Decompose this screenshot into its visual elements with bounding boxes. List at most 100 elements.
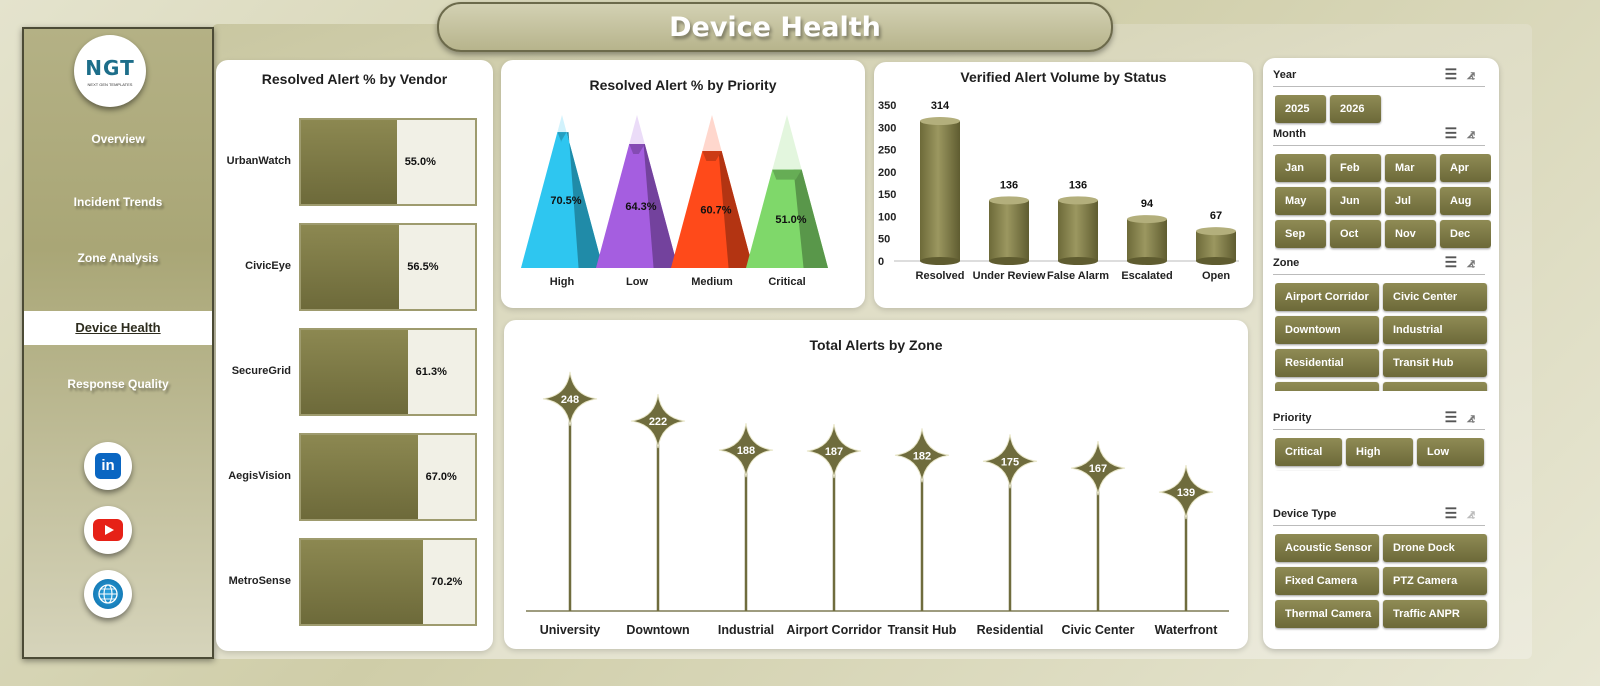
website-button[interactable] <box>84 570 132 618</box>
status-y-tick: 100 <box>878 211 896 223</box>
zone-chart-title: Total Alerts by Zone <box>809 337 943 353</box>
status-bar-false-alarm[interactable] <box>1058 196 1098 265</box>
multi-select-icon[interactable]: ☰ <box>1444 125 1468 141</box>
zone-axis-label: Residential <box>977 623 1044 637</box>
zone-value-label: 187 <box>825 446 843 458</box>
slicer-button-mar[interactable]: Mar <box>1385 154 1436 182</box>
clear-filter-icon[interactable]: ⦨ <box>1467 505 1485 521</box>
sidebar-item-response-quality[interactable]: Response Quality <box>67 377 169 391</box>
vendor-bar-civiceye[interactable] <box>301 225 400 309</box>
clear-filter-icon[interactable]: ⦨ <box>1467 254 1485 270</box>
zone-lollipop-waterfront[interactable] <box>1158 465 1214 611</box>
slicer-button-residential[interactable]: Residential <box>1275 349 1379 377</box>
vendor-label-urbanwatch: UrbanWatch <box>226 155 291 167</box>
slicer-button-low[interactable]: Low <box>1417 438 1484 466</box>
zone-value-label: 222 <box>649 416 667 428</box>
slicer-items-zone: Airport Corridor Civic Center Downtown Indu… <box>1275 283 1491 391</box>
slicer-panel: Year ☰⦨ 2025 2026 Month ☰⦨ Jan Feb Mar Apr May Jun J… <box>1263 58 1499 649</box>
slicer-button-apr[interactable]: Apr <box>1440 154 1491 182</box>
zone-lollipop-airport-corridor[interactable] <box>806 423 862 611</box>
multi-select-icon[interactable]: ☰ <box>1444 409 1468 425</box>
slicer-button-jul[interactable]: Jul <box>1385 187 1436 215</box>
multi-select-icon[interactable]: ☰ <box>1444 66 1468 82</box>
slicer-button-critical[interactable]: Critical <box>1275 438 1342 466</box>
slicer-button-jun[interactable]: Jun <box>1330 187 1381 215</box>
logo[interactable]: NGT NEXT GEN TEMPLATES <box>74 35 146 107</box>
status-bar-escalated[interactable] <box>1127 215 1167 265</box>
slicer-button-civic-center[interactable]: Civic Center <box>1383 283 1487 311</box>
zone-value-label: 188 <box>737 445 755 457</box>
vendor-bar-track: 70.2% <box>299 538 477 626</box>
vendor-bar-urbanwatch[interactable] <box>301 120 397 204</box>
sidebar-item-zone-analysis[interactable]: Zone Analysis <box>77 251 159 265</box>
zone-axis-label: Civic Center <box>1062 623 1135 637</box>
slicer-button-traffic-anpr[interactable]: Traffic ANPR <box>1383 600 1487 628</box>
sidebar-item-incident-trends[interactable]: Incident Trends <box>73 195 163 209</box>
slicer-button-industrial[interactable]: Industrial <box>1383 316 1487 344</box>
priority-pyramid-low[interactable] <box>596 115 678 268</box>
slicer-button-ptz-camera[interactable]: PTZ Camera <box>1383 567 1487 595</box>
zone-axis-label: Waterfront <box>1155 623 1219 637</box>
vendor-value-label: 67.0% <box>425 471 457 483</box>
zone-value-label: 167 <box>1089 463 1107 475</box>
sidebar-item-overview[interactable]: Overview <box>91 132 145 146</box>
status-y-tick: 200 <box>878 167 896 179</box>
multi-select-icon[interactable]: ☰ <box>1444 505 1468 521</box>
zone-lollipop-industrial[interactable] <box>718 423 774 611</box>
zone-value-label: 139 <box>1177 487 1195 499</box>
clear-filter-icon[interactable]: ⦨ <box>1467 409 1485 425</box>
priority-axis-label: Medium <box>691 276 733 288</box>
slicer-button-feb[interactable]: Feb <box>1330 154 1381 182</box>
status-axis-label: Escalated <box>1121 270 1172 282</box>
slicer-title: Year <box>1273 69 1297 81</box>
multi-select-icon[interactable]: ☰ <box>1444 254 1468 270</box>
priority-value-label: 64.3% <box>625 201 656 213</box>
slicer-button-high[interactable]: High <box>1346 438 1413 466</box>
slicer-button-thermal-camera[interactable]: Thermal Camera <box>1275 600 1379 628</box>
slicer-button-transit-hub[interactable]: Transit Hub <box>1383 349 1487 377</box>
slicer-title: Month <box>1273 128 1306 140</box>
slicer-button-university[interactable]: University <box>1275 382 1379 391</box>
status-value-label: 67 <box>1210 210 1222 222</box>
slicer-button-fixed-camera[interactable]: Fixed Camera <box>1275 567 1379 595</box>
slicer-button-acoustic-sensor[interactable]: Acoustic Sensor <box>1275 534 1379 562</box>
slicer-button-waterfront[interactable]: Waterfront <box>1383 382 1487 391</box>
slicer-title: Device Type <box>1273 508 1337 520</box>
slicer-button-2026[interactable]: 2026 <box>1330 95 1381 123</box>
status-bar-resolved[interactable] <box>920 117 960 265</box>
slicer-button-may[interactable]: May <box>1275 187 1326 215</box>
zone-axis-label: Downtown <box>626 623 689 637</box>
slicer-button-oct[interactable]: Oct <box>1330 220 1381 248</box>
slicer-button-dec[interactable]: Dec <box>1440 220 1491 248</box>
status-bar-under-review[interactable] <box>989 196 1029 265</box>
slicer-button-airport-corridor[interactable]: Airport Corridor <box>1275 283 1379 311</box>
zone-chart-plot: 248 University 222 Downtown 188 Industrial 187… <box>526 371 1229 637</box>
zone-lollipop-university[interactable] <box>542 371 598 611</box>
status-y-tick: 250 <box>878 145 896 157</box>
youtube-button[interactable] <box>84 506 132 554</box>
slicer-button-sep[interactable]: Sep <box>1275 220 1326 248</box>
slicer-button-2025[interactable]: 2025 <box>1275 95 1326 123</box>
status-bar-open[interactable] <box>1196 227 1236 265</box>
zone-lollipop-transit-hub[interactable] <box>894 428 950 611</box>
vendor-bar-metrosense[interactable] <box>301 540 424 624</box>
zone-lollipop-downtown[interactable] <box>630 394 686 611</box>
zone-lollipop-residential[interactable] <box>982 434 1038 611</box>
status-chart-card: Verified Alert Volume by Status 0 50 100 15… <box>874 62 1253 308</box>
clear-filter-icon[interactable]: ⦨ <box>1467 66 1485 82</box>
linkedin-button[interactable]: in <box>84 442 132 490</box>
slicer-button-aug[interactable]: Aug <box>1440 187 1491 215</box>
zone-lollipop-civic-center[interactable] <box>1070 441 1126 611</box>
priority-axis-label: Low <box>626 276 648 288</box>
priority-pyramid-medium[interactable] <box>671 115 753 268</box>
priority-pyramid-critical[interactable] <box>746 115 828 268</box>
slicer-button-jan[interactable]: Jan <box>1275 154 1326 182</box>
sidebar-item-device-health[interactable]: Device Health <box>24 311 212 345</box>
priority-pyramid-high[interactable] <box>521 115 603 268</box>
slicer-button-nov[interactable]: Nov <box>1385 220 1436 248</box>
vendor-bar-aegisvision[interactable] <box>301 435 418 519</box>
slicer-button-drone-dock[interactable]: Drone Dock <box>1383 534 1487 562</box>
clear-filter-icon[interactable]: ⦨ <box>1467 125 1485 141</box>
slicer-button-downtown[interactable]: Downtown <box>1275 316 1379 344</box>
vendor-bar-securegrid[interactable] <box>301 330 408 414</box>
